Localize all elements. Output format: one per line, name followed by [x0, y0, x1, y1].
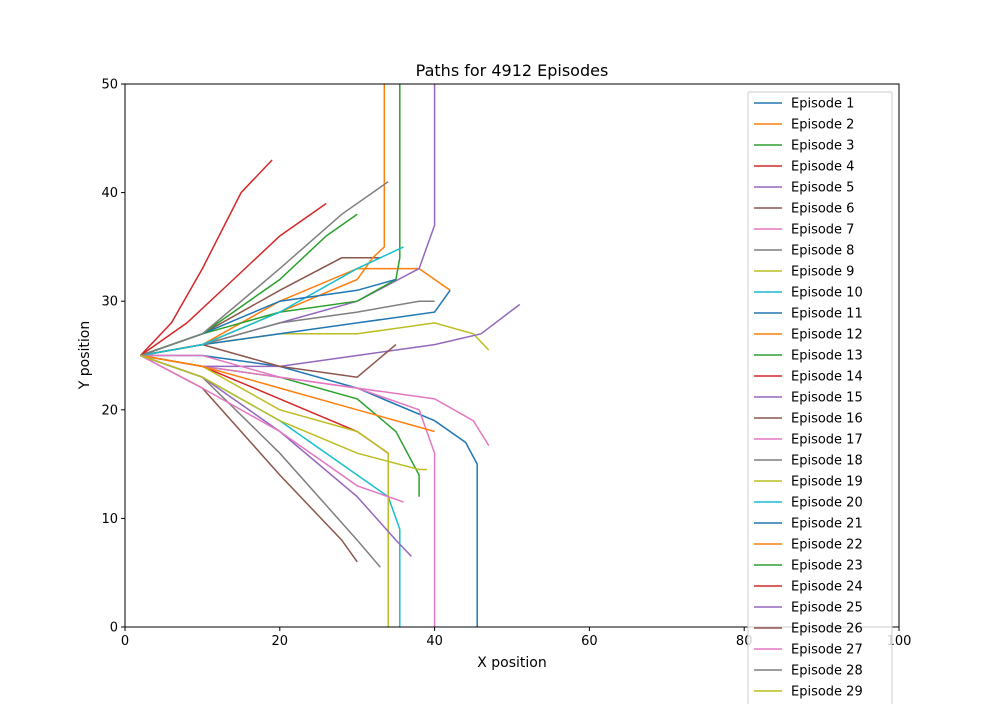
legend-entry: Episode 3 [791, 139, 854, 154]
legend-entry: Episode 18 [791, 454, 863, 469]
y-tick-label: 50 [101, 78, 118, 93]
legend-entry: Episode 29 [791, 685, 863, 700]
x-tick-label: 60 [581, 634, 598, 649]
y-tick-label: 30 [101, 295, 118, 310]
x-tick-label: 100 [887, 634, 912, 649]
series-line-20 [140, 246, 404, 357]
legend-entry: Episode 24 [791, 580, 863, 595]
legend-entry: Episode 11 [791, 307, 863, 322]
legend-entry: Episode 26 [791, 622, 863, 637]
series-line-29 [140, 354, 427, 471]
x-tick-label: 40 [426, 634, 443, 649]
legend-entry: Episode 15 [791, 391, 863, 406]
series-line-22 [140, 354, 435, 433]
series-line-4 [139, 159, 273, 357]
legend-entry: Episode 1 [791, 97, 854, 112]
legend-entry: Episode 23 [791, 559, 863, 574]
legend-entry: Episode 22 [791, 538, 863, 553]
x-axis-label: X position [477, 655, 547, 671]
y-tick-label: 20 [101, 403, 118, 418]
legend-entry: Episode 4 [791, 160, 854, 175]
legend-entry: Episode 14 [791, 370, 863, 385]
plot-lines [139, 84, 521, 627]
legend-entry: Episode 10 [791, 286, 863, 301]
legend-frame [747, 91, 893, 704]
series-line-27 [140, 354, 404, 503]
y-axis-label: Y position [77, 321, 93, 390]
legend: Episode 1 Episode 2 Episode 3 Episode 4 Epis… [747, 91, 893, 704]
legend-entry: Episode 5 [791, 181, 854, 196]
legend-entry: Episode 17 [791, 433, 863, 448]
legend-entry: Episode 16 [791, 412, 863, 427]
plot-frame [124, 83, 900, 628]
legend-entry: Episode 9 [791, 265, 854, 280]
legend-entry: Episode 6 [791, 202, 854, 217]
y-tick-label: 40 [101, 186, 118, 201]
legend-entry: Episode 27 [791, 643, 863, 658]
series-line-24 [140, 202, 327, 357]
legend-entry: Episode 8 [791, 244, 854, 259]
legend-entry: Episode 12 [791, 328, 863, 343]
legend-entry: Episode 2 [791, 118, 854, 133]
y-tick-label: 0 [110, 621, 118, 636]
legend-entry: Episode 21 [791, 517, 863, 532]
legend-entry: Episode 28 [791, 664, 863, 679]
series-line-17 [140, 354, 490, 446]
x-tick-label: 20 [272, 634, 289, 649]
x-tick-label: 0 [121, 634, 129, 649]
series-line-1 [140, 354, 478, 627]
legend-entry: Episode 13 [791, 349, 863, 364]
legend-entry: Episode 19 [791, 475, 863, 490]
legend-entry: Episode 7 [791, 223, 854, 238]
y-tick-label: 10 [101, 512, 118, 527]
legend-entry: Episode 20 [791, 496, 863, 511]
legend-entry: Episode 25 [791, 601, 863, 616]
chart-title: Paths for 4912 Episodes [416, 61, 609, 80]
series-line-28 [140, 181, 389, 357]
